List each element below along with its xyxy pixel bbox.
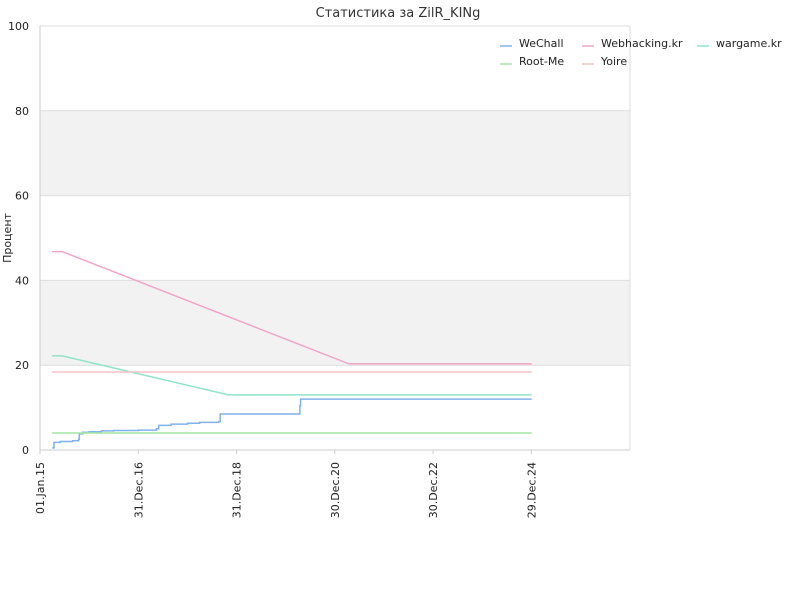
y-tick-label: 20 [15, 359, 29, 372]
legend-label-yoire: Yoire [600, 55, 627, 68]
x-tick-label: 30.Dec.22 [427, 462, 440, 518]
series-line-wechall [52, 398, 532, 449]
x-tick-label: 31.Dec.18 [231, 462, 244, 518]
y-tick-label: 0 [22, 444, 29, 457]
plot-band [40, 195, 630, 281]
y-tick-label: 80 [15, 105, 29, 118]
plot-background [40, 26, 630, 450]
x-axis-ticks: 01.Jan.15 31.Dec.16 31.Dec.18 30.Dec.20 30.D… [34, 450, 538, 518]
x-tick-label: 31.Dec.16 [132, 462, 145, 518]
plot-band [40, 365, 630, 450]
series-lines [52, 250, 532, 449]
y-tick-label: 40 [15, 274, 29, 287]
y-tick-label: 100 [8, 20, 29, 33]
plot-band [40, 26, 630, 111]
y-tick-label: 60 [15, 190, 29, 203]
x-tick-label: 30.Dec.20 [329, 462, 342, 518]
legend-label-wargame-kr: wargame.kr [716, 37, 782, 50]
y-axis-ticks: 0 20 40 60 80 100 [8, 20, 29, 457]
y-axis-label: Процент [1, 212, 14, 262]
series-line-webhacking-kr [52, 250, 532, 365]
x-tick-label: 01.Jan.15 [34, 462, 47, 514]
chart-title: Статистика за ZilR_KINg [316, 6, 481, 21]
plot-band [40, 280, 630, 366]
x-tick-label: 29.Dec.24 [525, 462, 538, 518]
legend-label-wechall: WeChall [519, 37, 564, 50]
legend-label-webhacking-kr: Webhacking.kr [601, 37, 683, 50]
plot-band [40, 110, 630, 196]
legend: WeChall Webhacking.kr wargame.kr Root-Me Yoi… [500, 37, 782, 68]
series-line-wargame-kr [52, 355, 532, 396]
legend-label-root-me: Root-Me [519, 55, 564, 68]
